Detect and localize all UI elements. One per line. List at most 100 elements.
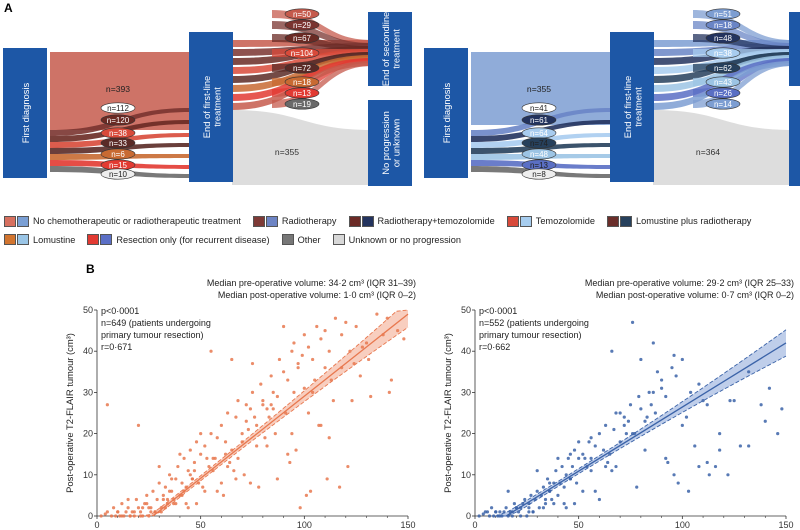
data-point: [180, 493, 184, 497]
flow-noprog: [653, 110, 793, 185]
data-point: [114, 514, 118, 518]
stack1-oval-1: [100, 114, 136, 126]
data-point: [302, 386, 306, 390]
stack1-oval-4: [521, 148, 557, 160]
data-point: [219, 423, 223, 427]
data-point: [340, 333, 344, 337]
data-point: [350, 399, 354, 403]
data-point: [572, 448, 577, 452]
legend-swatch: [252, 215, 265, 227]
data-point: [568, 477, 572, 481]
data-point: [664, 456, 668, 460]
stat-text: primary tumour resection): [479, 330, 582, 340]
data-point: [529, 493, 533, 497]
data-point: [207, 464, 211, 469]
ci-band: [128, 310, 408, 516]
data-point: [128, 514, 132, 518]
stack2-label-6: n=13: [293, 89, 312, 98]
data-point: [215, 436, 219, 440]
data-point: [643, 419, 647, 423]
data-point: [240, 440, 244, 444]
stack2-label-0: n=50: [293, 10, 312, 19]
data-point: [145, 502, 149, 506]
data-point: [645, 415, 649, 419]
data-point: [223, 440, 228, 444]
legend-swatch: [361, 215, 374, 227]
annotation: Median post-operative volume: 1·0 cm³ (I…: [218, 290, 416, 300]
data-point: [317, 423, 321, 427]
data-point: [132, 514, 136, 518]
ci-lower: [495, 355, 787, 517]
data-point: [684, 415, 689, 419]
data-point: [170, 477, 174, 481]
flow-stack1-3: [50, 143, 190, 154]
stack2-oval-6: [284, 87, 320, 99]
stack1-oval-0: [521, 102, 557, 114]
fit-line: [505, 342, 787, 517]
y-tick-label: 0: [466, 511, 471, 521]
data-point: [211, 469, 215, 473]
data-point: [732, 399, 736, 403]
data-point: [315, 324, 319, 329]
data-point: [387, 390, 391, 394]
data-point: [481, 512, 485, 516]
stack1-label-0: n=112: [107, 104, 129, 113]
data-point: [205, 456, 209, 460]
data-point: [541, 485, 546, 489]
data-point: [319, 337, 323, 341]
stack2-oval-5: [705, 76, 741, 88]
data-point: [344, 320, 348, 324]
data-point: [244, 419, 248, 423]
legend-label: No chemotherapeutic or radiotherapeutic …: [33, 216, 241, 226]
data-point: [282, 324, 286, 329]
data-point: [701, 399, 705, 403]
data-point: [537, 506, 541, 510]
data-point: [311, 390, 315, 394]
data-point: [194, 502, 199, 506]
legend-swatch: [281, 234, 294, 245]
data-point: [713, 464, 718, 469]
stack1-label-4: n=6: [111, 150, 125, 159]
annotation: Median pre-operative volume: 29·2 cm³ (I…: [585, 278, 794, 288]
data-point: [327, 349, 331, 353]
data-point: [550, 497, 554, 502]
data-point: [705, 460, 709, 465]
legend: No chemotherapeutic or radiotherapeutic …: [4, 213, 796, 250]
data-point: [286, 378, 290, 382]
node-first-box: [424, 48, 468, 178]
data-point: [265, 407, 269, 411]
data-point: [201, 485, 205, 489]
data-point: [697, 382, 701, 386]
data-point: [269, 374, 273, 378]
data-point: [223, 452, 228, 456]
data-point: [676, 481, 680, 485]
legend-label: Radiotherapy+temozolomide: [377, 216, 495, 226]
data-point: [670, 366, 674, 370]
legend-item: Lomustine plus radiotherapy: [606, 213, 751, 229]
data-point: [292, 390, 296, 394]
data-point: [259, 382, 263, 386]
data-point: [290, 349, 294, 353]
data-point: [601, 448, 606, 452]
legend-swatch: [4, 234, 16, 245]
data-point: [776, 432, 780, 436]
data-point: [246, 427, 250, 432]
scatter-right: 0 10 20 30 40 50 0 50 100 150 Post-operative T2-FL…: [442, 278, 794, 530]
data-point: [226, 464, 230, 469]
stack1-label-6: n=10: [109, 170, 128, 179]
node-first-label: First diagnosis: [441, 82, 452, 143]
stack1-label-4: n=48: [530, 150, 549, 159]
data-point: [389, 378, 394, 382]
ci-upper: [495, 329, 787, 517]
data-point: [230, 357, 234, 362]
data-point: [105, 403, 109, 407]
data-point: [548, 481, 552, 485]
data-point: [718, 448, 722, 452]
data-point: [531, 510, 535, 514]
data-point: [228, 460, 232, 465]
data-point: [300, 353, 304, 357]
data-point: [556, 493, 560, 497]
data-point: [498, 514, 502, 518]
node-firstline-label: End of first-linetreatment: [201, 76, 223, 139]
data-point: [288, 460, 292, 465]
